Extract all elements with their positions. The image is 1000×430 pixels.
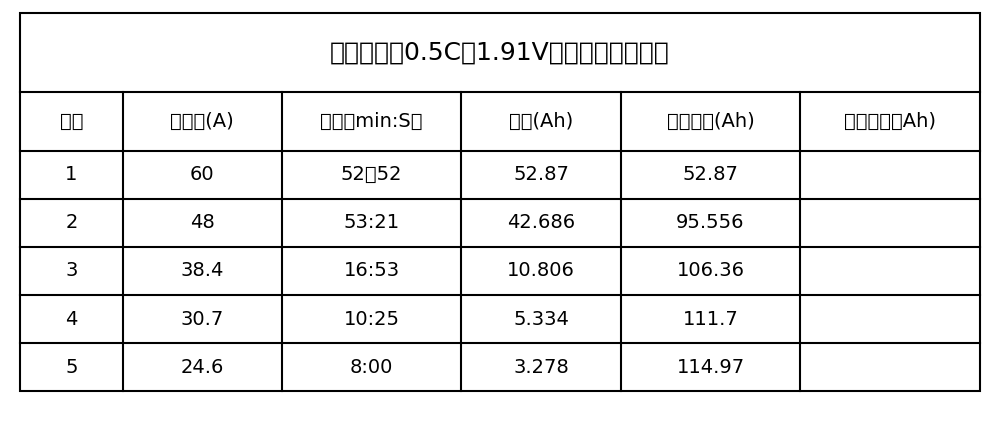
Text: 10:25: 10:25 (344, 310, 400, 329)
Text: 1: 1 (65, 165, 78, 184)
Text: 42.686: 42.686 (507, 213, 575, 232)
Text: 5: 5 (65, 358, 78, 377)
Text: 10.806: 10.806 (507, 261, 575, 280)
Text: 3.278: 3.278 (513, 358, 569, 377)
Bar (20, 13, 980, 391)
Text: 30.7: 30.7 (181, 310, 224, 329)
Text: 48: 48 (190, 213, 215, 232)
Text: 级数: 级数 (60, 112, 83, 131)
Text: 3: 3 (65, 261, 78, 280)
Text: 52.87: 52.87 (513, 165, 569, 184)
Text: 锥镍电池（0.5C、1.91V）的充电实验数据: 锥镍电池（0.5C、1.91V）的充电实验数据 (330, 41, 670, 64)
Text: 电流值(A): 电流值(A) (170, 112, 234, 131)
Text: 8:00: 8:00 (350, 358, 393, 377)
Text: 111.7: 111.7 (683, 310, 738, 329)
Text: 52.87: 52.87 (683, 165, 738, 184)
Text: 95.556: 95.556 (676, 213, 745, 232)
Text: 容量(Ah): 容量(Ah) (509, 112, 573, 131)
Text: 5.334: 5.334 (513, 310, 569, 329)
Text: 2: 2 (65, 213, 78, 232)
Text: 60: 60 (190, 165, 215, 184)
Text: 累计容量(Ah): 累计容量(Ah) (667, 112, 754, 131)
Text: 16:53: 16:53 (344, 261, 400, 280)
Text: 52：52: 52：52 (341, 165, 402, 184)
Text: 114.97: 114.97 (676, 358, 745, 377)
Text: 24.6: 24.6 (181, 358, 224, 377)
Text: 106.36: 106.36 (676, 261, 744, 280)
Text: 53:21: 53:21 (344, 213, 400, 232)
Text: 时间（min:S）: 时间（min:S） (320, 112, 423, 131)
Text: 放电容量（Ah): 放电容量（Ah) (844, 112, 936, 131)
Text: 38.4: 38.4 (181, 261, 224, 280)
Text: 4: 4 (65, 310, 78, 329)
